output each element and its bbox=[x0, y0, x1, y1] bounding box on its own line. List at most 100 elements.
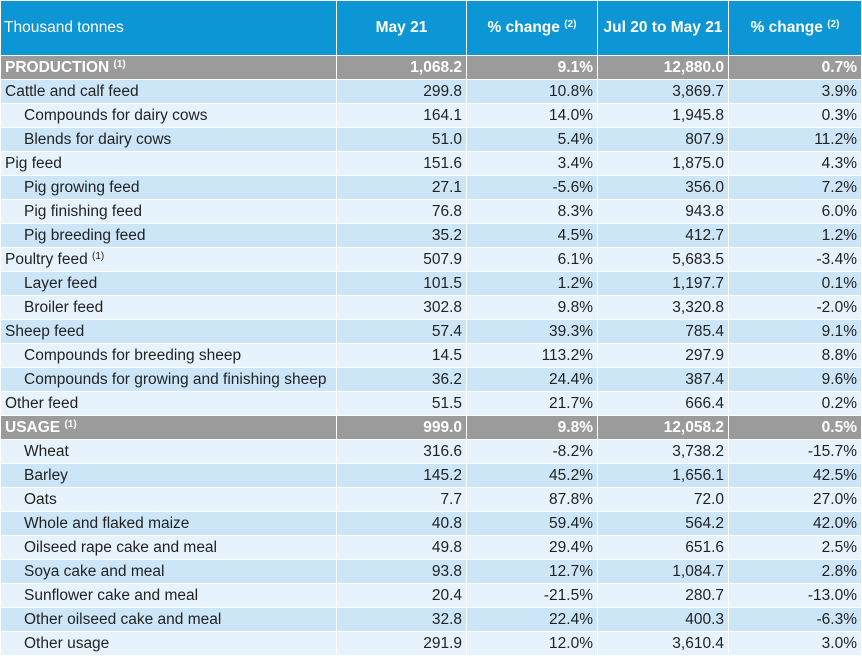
period-value-cell: 564.2 bbox=[598, 512, 729, 536]
table-row: Pig growing feed 27.1 -5.6% 356.0 7.2% bbox=[1, 176, 861, 200]
month-change-cell: 10.8% bbox=[467, 80, 598, 104]
row-label-cell: Pig finishing feed bbox=[1, 200, 337, 224]
row-label-cell: Sunflower cake and meal bbox=[1, 584, 337, 608]
row-label-cell: Compounds for dairy cows bbox=[1, 104, 337, 128]
period-change-cell: 3.0% bbox=[729, 632, 861, 656]
row-label-cell: Pig breeding feed bbox=[1, 224, 337, 248]
row-label: Blends for dairy cows bbox=[24, 130, 172, 148]
table-row: Cattle and calf feed 299.8 10.8% 3,869.7 3.9… bbox=[1, 80, 861, 104]
row-label-cell: Broiler feed bbox=[1, 296, 337, 320]
period-value-cell: 785.4 bbox=[598, 320, 729, 344]
period-change-cell: -6.3% bbox=[729, 608, 861, 632]
row-label-cell: Oats bbox=[1, 488, 337, 512]
month-change-cell: 9.8% bbox=[467, 416, 598, 440]
period-value-cell: 3,869.7 bbox=[598, 80, 729, 104]
table-row: Compounds for growing and finishing shee… bbox=[1, 368, 861, 392]
month-value-cell: 93.8 bbox=[337, 560, 467, 584]
month-change-cell: 9.1% bbox=[467, 56, 598, 80]
row-label: Broiler feed bbox=[24, 298, 104, 316]
month-value-cell: 291.9 bbox=[337, 632, 467, 656]
table-row: Sunflower cake and meal 20.4 -21.5% 280.7 -1… bbox=[1, 584, 861, 608]
table-row: Layer feed 101.5 1.2% 1,197.7 0.1% bbox=[1, 272, 861, 296]
period-value-cell: 297.9 bbox=[598, 344, 729, 368]
row-label: Pig growing feed bbox=[24, 178, 140, 196]
unit-label-header: Thousand tonnes bbox=[1, 1, 337, 56]
header-row: Thousand tonnes May 21 % change (2) Jul … bbox=[1, 1, 861, 56]
row-label: Pig finishing feed bbox=[24, 202, 143, 220]
period-value-cell: 1,656.1 bbox=[598, 464, 729, 488]
period-value-cell: 1,945.8 bbox=[598, 104, 729, 128]
month-change-cell: 29.4% bbox=[467, 536, 598, 560]
row-label: Pig feed bbox=[5, 154, 62, 172]
table-row: Other feed 51.5 21.7% 666.4 0.2% bbox=[1, 392, 861, 416]
row-label-cell: Pig growing feed bbox=[1, 176, 337, 200]
table-row: Pig breeding feed 35.2 4.5% 412.7 1.2% bbox=[1, 224, 861, 248]
table-row: Broiler feed 302.8 9.8% 3,320.8 -2.0% bbox=[1, 296, 861, 320]
month-change-cell: 87.8% bbox=[467, 488, 598, 512]
period-value-cell: 12,880.0 bbox=[598, 56, 729, 80]
table-row: Oilseed rape cake and meal 49.8 29.4% 651.6… bbox=[1, 536, 861, 560]
table-row: Whole and flaked maize 40.8 59.4% 564.2 42.0… bbox=[1, 512, 861, 536]
section-row: USAGE (1) 999.0 9.8% 12,058.2 0.5% bbox=[1, 416, 861, 440]
row-label-cell: Compounds for breeding sheep bbox=[1, 344, 337, 368]
row-label: Compounds for dairy cows bbox=[24, 106, 208, 124]
period-value-cell: 3,610.4 bbox=[598, 632, 729, 656]
month-change-cell: -21.5% bbox=[467, 584, 598, 608]
period-change-cell: -2.0% bbox=[729, 296, 861, 320]
month-value-cell: 164.1 bbox=[337, 104, 467, 128]
period-value-cell: 280.7 bbox=[598, 584, 729, 608]
month-value-cell: 27.1 bbox=[337, 176, 467, 200]
month-change-cell: 24.4% bbox=[467, 368, 598, 392]
month-change-cell: -8.2% bbox=[467, 440, 598, 464]
month-change-cell: 12.0% bbox=[467, 632, 598, 656]
month-change-cell: 5.4% bbox=[467, 128, 598, 152]
month-change-cell: 113.2% bbox=[467, 344, 598, 368]
row-label-cell: Poultry feed (1) bbox=[1, 248, 337, 272]
month-value-cell: 14.5 bbox=[337, 344, 467, 368]
period-change-cell: 0.5% bbox=[729, 416, 861, 440]
row-label: Other oilseed cake and meal bbox=[24, 610, 222, 628]
period-change-cell: 2.8% bbox=[729, 560, 861, 584]
period-change-cell: 7.2% bbox=[729, 176, 861, 200]
table-body: PRODUCTION (1) 1,068.2 9.1% 12,880.0 0.7% Cat… bbox=[1, 56, 861, 656]
period-value-cell: 12,058.2 bbox=[598, 416, 729, 440]
period-change-cell: 0.3% bbox=[729, 104, 861, 128]
period-value-cell: 3,738.2 bbox=[598, 440, 729, 464]
row-label: Soya cake and meal bbox=[24, 562, 165, 580]
month-value-cell: 145.2 bbox=[337, 464, 467, 488]
unit-label: Thousand tonnes bbox=[4, 19, 124, 36]
period-label: Jul 20 to May 21 bbox=[603, 19, 723, 36]
period-value-cell: 387.4 bbox=[598, 368, 729, 392]
row-label-cell: Compounds for growing and finishing shee… bbox=[1, 368, 337, 392]
row-label-cell: PRODUCTION (1) bbox=[1, 56, 337, 80]
table-row: Blends for dairy cows 51.0 5.4% 807.9 11.2% bbox=[1, 128, 861, 152]
row-label-cell: Blends for dairy cows bbox=[1, 128, 337, 152]
row-label: Barley bbox=[24, 466, 68, 484]
month-change-cell: 8.3% bbox=[467, 200, 598, 224]
month-header: May 21 bbox=[337, 1, 467, 56]
month-change-cell: 6.1% bbox=[467, 248, 598, 272]
row-label: Sunflower cake and meal bbox=[24, 586, 199, 604]
row-label: Other usage bbox=[24, 634, 110, 652]
row-label: Pig breeding feed bbox=[24, 226, 146, 244]
row-label-cell: Layer feed bbox=[1, 272, 337, 296]
row-label-cell: Pig feed bbox=[1, 152, 337, 176]
row-label-cell: Whole and flaked maize bbox=[1, 512, 337, 536]
month-value-cell: 299.8 bbox=[337, 80, 467, 104]
month-change-cell: 3.4% bbox=[467, 152, 598, 176]
row-label: Other feed bbox=[5, 394, 79, 412]
month-value-cell: 302.8 bbox=[337, 296, 467, 320]
table-row: Other usage 291.9 12.0% 3,610.4 3.0% bbox=[1, 632, 861, 656]
month-value-cell: 7.7 bbox=[337, 488, 467, 512]
row-label-cell: Sheep feed bbox=[1, 320, 337, 344]
month-value-cell: 40.8 bbox=[337, 512, 467, 536]
month-change-cell: 45.2% bbox=[467, 464, 598, 488]
row-label-cell: Cattle and calf feed bbox=[1, 80, 337, 104]
table-row: Wheat 316.6 -8.2% 3,738.2 -15.7% bbox=[1, 440, 861, 464]
month-value-cell: 76.8 bbox=[337, 200, 467, 224]
period-change-header: % change (2) bbox=[729, 1, 861, 56]
table-row: Poultry feed (1) 507.9 6.1% 5,683.5 -3.4% bbox=[1, 248, 861, 272]
row-label: Sheep feed bbox=[5, 322, 85, 340]
period-value-cell: 651.6 bbox=[598, 536, 729, 560]
period-change-cell: 42.0% bbox=[729, 512, 861, 536]
